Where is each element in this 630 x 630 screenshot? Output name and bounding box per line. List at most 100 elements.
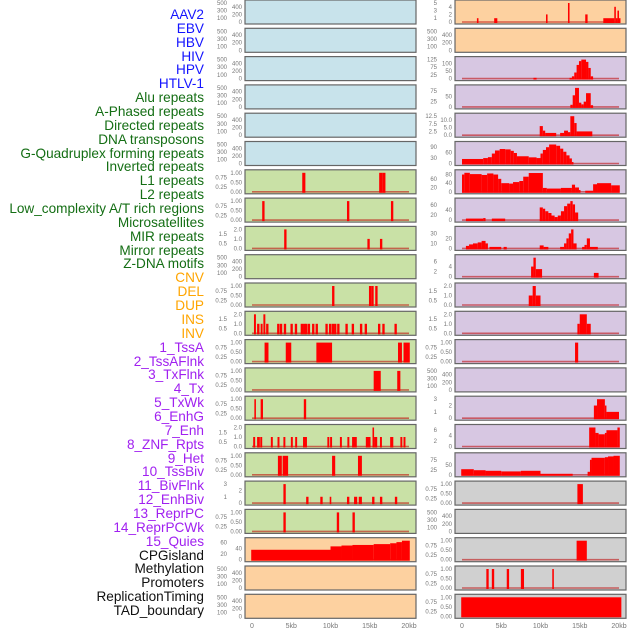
data-bar bbox=[306, 496, 309, 505]
data-bar bbox=[606, 430, 618, 448]
y-tick-label: 0.5 bbox=[219, 242, 228, 248]
y-tick-label: 0.75 bbox=[215, 374, 227, 380]
y-tick-label: 1.00 bbox=[230, 341, 242, 347]
data-bar bbox=[329, 496, 332, 505]
y-tick-label: 400 bbox=[232, 118, 243, 124]
x-tick-label: 5kb bbox=[496, 623, 507, 630]
y-tick-label: 200 bbox=[442, 41, 453, 47]
panel-background bbox=[454, 55, 627, 82]
panel-background bbox=[244, 169, 417, 195]
y-tick-label: 0 bbox=[239, 162, 243, 168]
data-bar bbox=[499, 149, 506, 165]
y-tick-label: 300 bbox=[427, 518, 438, 524]
data-bar bbox=[591, 457, 605, 476]
y-tick-label: 0.25 bbox=[215, 185, 227, 191]
track-panel: 0 100 200 300 400 500 bbox=[217, 27, 417, 54]
y-tick-label: 0.00 bbox=[440, 360, 452, 366]
data-bar bbox=[253, 437, 256, 448]
y-tick-label: 5 bbox=[434, 1, 438, 7]
data-bar bbox=[577, 323, 580, 335]
track-panel: 0 2 4 6 bbox=[434, 254, 627, 281]
track-panel: 0.0 0.5 1.0 1.5 2.0 bbox=[219, 423, 417, 451]
data-bar bbox=[575, 87, 579, 108]
data-bar bbox=[303, 323, 306, 335]
y-tick-label: 500 bbox=[217, 114, 228, 120]
y-tick-label: 400 bbox=[232, 571, 243, 577]
y-tick-label: 25 bbox=[430, 100, 437, 106]
data-bar bbox=[334, 323, 337, 335]
x-tick-label: 15kb bbox=[572, 623, 587, 630]
y-tick-label: 4 bbox=[449, 434, 453, 440]
y-tick-label: 0 bbox=[239, 501, 243, 507]
y-tick-label: 0.75 bbox=[215, 345, 227, 351]
data-bar bbox=[486, 569, 489, 589]
y-tick-label: 0 bbox=[239, 48, 243, 54]
panel-background bbox=[244, 140, 417, 167]
y-tick-label: 300 bbox=[217, 94, 228, 100]
data-bar bbox=[506, 569, 510, 589]
track-label: HBV bbox=[176, 34, 204, 50]
y-tick-label: 0.5 bbox=[219, 440, 228, 446]
track-panel: 0.0 0.5 1.0 1.5 2.0 bbox=[219, 310, 417, 337]
y-tick-label: 100 bbox=[427, 384, 438, 390]
track-label: 11_BivFlnk bbox=[137, 478, 204, 494]
y-tick-label: 400 bbox=[232, 599, 243, 605]
data-bar bbox=[358, 496, 362, 505]
data-bar bbox=[578, 102, 582, 108]
data-bar bbox=[586, 238, 590, 250]
track-panel: 0 100 200 300 400 500 bbox=[427, 508, 627, 535]
y-tick-label: 6 bbox=[434, 260, 438, 266]
y-tick-label: 0.50 bbox=[230, 463, 242, 469]
y-tick-label: 0.00 bbox=[440, 558, 452, 564]
y-tick-label: 0.50 bbox=[230, 407, 242, 413]
data-bar bbox=[560, 187, 572, 193]
data-bar bbox=[469, 174, 482, 193]
data-bar bbox=[489, 246, 502, 250]
y-tick-label: 50 bbox=[445, 463, 452, 469]
y-tick-label: 300 bbox=[217, 575, 228, 581]
y-tick-label: 2 bbox=[434, 270, 438, 276]
y-tick-label: 0.00 bbox=[230, 218, 242, 224]
y-tick-label: 0.0 bbox=[234, 246, 243, 252]
data-bar bbox=[574, 123, 577, 137]
track-label: TAD_boundary bbox=[113, 602, 204, 618]
y-tick-label: 0.25 bbox=[215, 298, 227, 304]
track-panel: 0.000.250.500.751.00 bbox=[215, 169, 417, 196]
data-bar bbox=[485, 470, 502, 476]
data-bar bbox=[260, 437, 263, 448]
data-bar bbox=[564, 130, 568, 137]
data-bar bbox=[263, 314, 266, 335]
data-bar bbox=[560, 246, 565, 250]
data-bar bbox=[513, 153, 517, 165]
data-bar bbox=[260, 399, 263, 420]
data-bar bbox=[465, 245, 470, 250]
y-tick-label: 1.00 bbox=[230, 369, 242, 375]
track-label: 9_Het bbox=[167, 450, 204, 466]
y-tick-label: 200 bbox=[232, 69, 243, 75]
y-tick-label: 500 bbox=[427, 369, 438, 375]
y-tick-label: 0.00 bbox=[230, 190, 242, 196]
y-tick-label: 0.00 bbox=[230, 416, 242, 422]
data-bar bbox=[330, 546, 342, 561]
data-bar bbox=[548, 213, 552, 222]
track-panel: 0.0 2.5 5.0 7.510.012.5 bbox=[425, 112, 627, 139]
data-bar bbox=[590, 105, 594, 108]
data-bar bbox=[396, 542, 402, 561]
data-bar bbox=[576, 131, 593, 137]
y-tick-label: 400 bbox=[442, 373, 453, 379]
data-bar bbox=[494, 150, 500, 165]
data-bar bbox=[577, 484, 583, 505]
data-bar bbox=[585, 14, 588, 23]
y-tick-label: 1.5 bbox=[429, 317, 438, 323]
data-bar bbox=[251, 549, 331, 561]
data-bar bbox=[586, 61, 589, 80]
y-tick-label: 3 bbox=[224, 482, 228, 488]
data-bar bbox=[372, 496, 375, 505]
track-label: INV bbox=[181, 325, 204, 341]
data-bar bbox=[351, 323, 355, 335]
x-tick-label: 20kb bbox=[611, 623, 626, 630]
data-bar bbox=[542, 149, 546, 165]
y-tick-label: 1 bbox=[224, 495, 228, 501]
y-tick-label: 4 bbox=[449, 5, 453, 11]
data-bar bbox=[549, 144, 557, 165]
